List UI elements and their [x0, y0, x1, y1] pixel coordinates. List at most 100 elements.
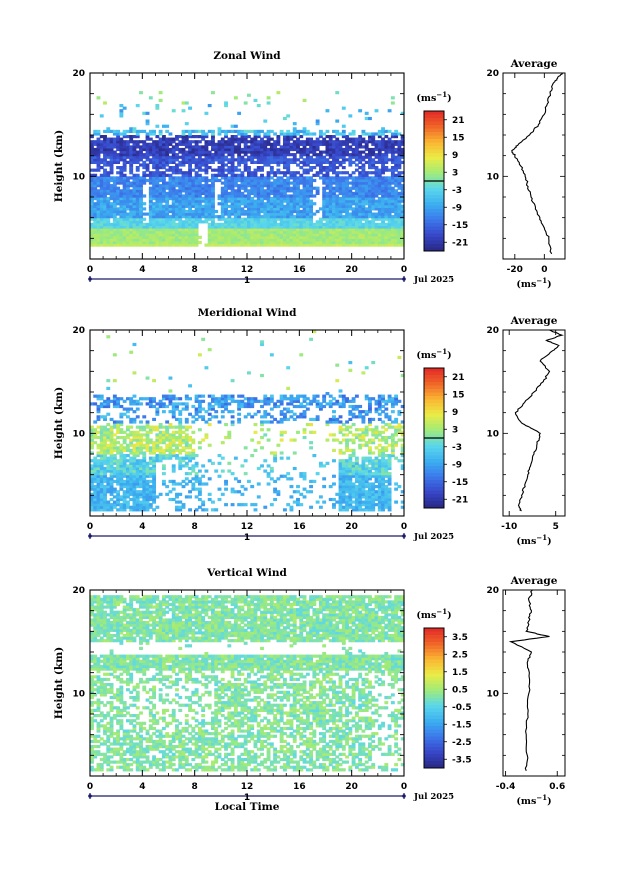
heatmap-cell — [145, 464, 150, 468]
heatmap-cell — [296, 238, 300, 242]
heatmap-cell — [201, 207, 206, 211]
heatmap-cell — [175, 202, 179, 206]
heatmap-cell — [260, 235, 264, 239]
heatmap-cell — [119, 454, 124, 458]
heatmap-cell — [148, 160, 153, 165]
heatmap-cell — [292, 225, 297, 229]
heatmap-cell — [338, 479, 343, 484]
heatmap-cell — [368, 505, 372, 509]
heatmap-cell — [99, 197, 104, 201]
heatmap-cell — [269, 145, 274, 149]
heatmap-cell — [220, 142, 225, 146]
heatmap-cell — [211, 147, 215, 152]
heatmap-cell — [276, 135, 281, 139]
heatmap-cell — [377, 160, 382, 165]
heatmap-cell — [335, 220, 340, 224]
heatmap-cell — [243, 145, 248, 149]
heatmap-cell — [341, 160, 346, 165]
heatmap-cell — [243, 222, 248, 227]
heatmap-cell — [194, 240, 199, 245]
heatmap-cell — [171, 212, 176, 216]
heatmap-cell — [158, 129, 163, 134]
heatmap-cell — [165, 142, 170, 146]
heatmap-cell — [233, 490, 238, 494]
heatmap-cell — [230, 168, 235, 172]
heatmap-cell — [390, 191, 395, 196]
heatmap-cell — [341, 135, 346, 139]
heatmap-cell — [178, 459, 183, 463]
heatmap-cell — [260, 228, 264, 232]
heatmap-cell — [243, 240, 248, 245]
heatmap-cell — [103, 163, 107, 167]
heatmap-cell — [96, 194, 101, 198]
heatmap-cell — [332, 135, 336, 139]
heatmap-cell — [243, 235, 248, 239]
heatmap-cell — [119, 217, 124, 221]
heatmap-cell — [135, 194, 140, 198]
heatmap-cell — [348, 448, 353, 453]
heatmap-cell — [282, 153, 287, 157]
heatmap-cell — [348, 495, 353, 499]
heatmap-cell — [364, 469, 369, 473]
colorbar-segment — [424, 177, 444, 182]
heatmap-cell — [158, 197, 163, 201]
heatmap-cell — [338, 466, 343, 471]
heatmap-cell — [381, 194, 385, 198]
heatmap-cell — [142, 238, 147, 242]
heatmap-cell — [345, 495, 349, 499]
heatmap-cell — [361, 186, 366, 190]
heatmap-cell — [282, 222, 287, 227]
heatmap-cell — [351, 197, 356, 201]
heatmap-cell — [148, 199, 153, 203]
heatmap-cell — [305, 228, 310, 232]
heatmap-cell — [292, 199, 297, 203]
heatmap-cell — [381, 145, 385, 149]
heatmap-cell — [217, 233, 222, 237]
heatmap-cell — [135, 184, 140, 188]
heatmap-cell — [260, 166, 264, 170]
heatmap-cell — [211, 178, 215, 183]
heatmap-cell — [188, 225, 192, 229]
heatmap-cell — [96, 459, 101, 463]
heatmap-cell — [266, 243, 271, 247]
heatmap-cell — [354, 189, 359, 193]
heatmap-cell — [368, 225, 372, 229]
heatmap-cell — [135, 469, 140, 473]
heatmap-cell — [125, 191, 130, 196]
heatmap-cell — [269, 166, 274, 170]
heatmap-cell — [204, 189, 209, 193]
heatmap-cell — [171, 240, 176, 245]
heatmap-cell — [122, 186, 127, 190]
heatmap-cell — [132, 220, 137, 224]
heatmap-cell — [289, 209, 294, 214]
heatmap-cell — [96, 238, 101, 242]
heatmap-cell — [93, 207, 98, 211]
heatmap-cell — [90, 464, 94, 468]
heatmap-cell — [387, 140, 392, 144]
heatmap-cell — [354, 209, 359, 214]
heatmap-cell — [165, 168, 170, 172]
heatmap-cell — [181, 199, 186, 203]
heatmap-cell — [371, 233, 376, 237]
heatmap-cell — [358, 482, 363, 486]
heatmap-cell — [390, 181, 395, 185]
heatmap-cell — [364, 202, 369, 206]
heatmap-cell — [109, 469, 114, 473]
heatmap-cell — [279, 191, 284, 196]
heatmap-cell — [175, 454, 179, 458]
heatmap-cell — [224, 181, 228, 185]
heatmap-cell — [122, 508, 127, 512]
heatmap-cell — [312, 240, 317, 245]
heatmap-cell — [302, 191, 307, 196]
heatmap-cell — [211, 135, 215, 139]
heatmap-cell — [129, 150, 134, 154]
heatmap-cell — [168, 184, 173, 188]
heatmap-cell — [139, 194, 143, 198]
heatmap-cell — [374, 456, 379, 460]
heatmap-cell — [194, 472, 199, 476]
heatmap-cell — [175, 189, 179, 193]
heatmap-cell — [224, 129, 228, 134]
heatmap-cell — [116, 166, 121, 170]
heatmap-cell — [387, 222, 392, 227]
heatmap-cell — [152, 184, 157, 188]
